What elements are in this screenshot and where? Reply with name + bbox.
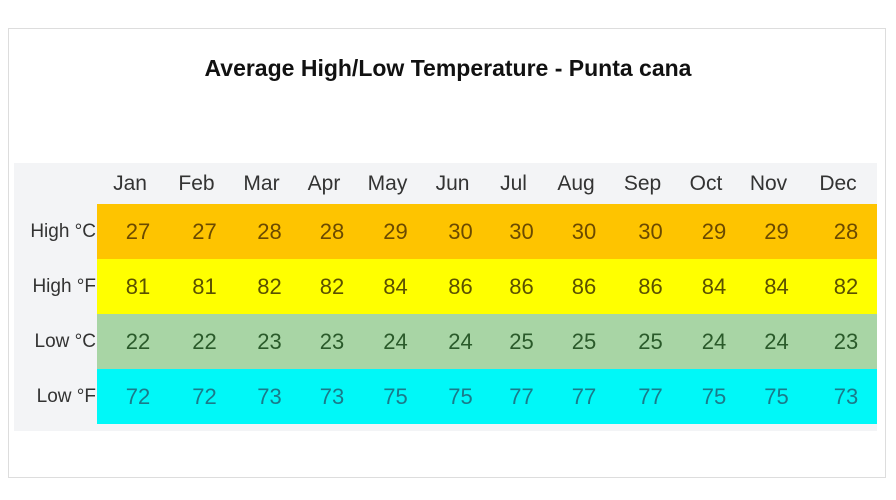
- value-cell: 23: [257, 329, 282, 354]
- value-cell: 75: [448, 384, 473, 409]
- row-label: High °C: [30, 221, 96, 242]
- value-cell: 84: [383, 274, 408, 299]
- value-cell: 22: [125, 329, 151, 354]
- row-band: [97, 369, 877, 424]
- value-cell: 84: [701, 274, 727, 299]
- value-cell: 73: [257, 384, 282, 409]
- value-cell: 27: [192, 219, 217, 244]
- value-cell: 23: [319, 329, 345, 354]
- value-cell: 77: [571, 384, 597, 409]
- row-band: [97, 314, 877, 369]
- row-band: [97, 204, 877, 259]
- row-label: High °F: [32, 276, 96, 297]
- table-row: Low °C 22 22 23 23 24 24 25 25 25 24 24 23: [14, 314, 877, 369]
- value-cell: 82: [257, 274, 282, 299]
- value-cell: 25: [638, 329, 663, 354]
- value-cell: 82: [833, 274, 859, 299]
- value-cell: 73: [319, 384, 345, 409]
- table-row: High °C 27 27 28 28 29 30 30 30 30 29 29 28: [14, 204, 877, 259]
- column-header: Jul: [500, 172, 527, 195]
- column-header: May: [367, 172, 408, 195]
- value-cell: 30: [638, 219, 663, 244]
- value-cell: 24: [701, 329, 727, 354]
- value-cell: 24: [448, 329, 473, 354]
- column-header: Jun: [435, 172, 470, 195]
- column-header: Aug: [557, 172, 595, 195]
- value-cell: 22: [192, 329, 217, 354]
- value-cell: 77: [638, 384, 663, 409]
- column-header: Dec: [819, 172, 857, 195]
- table-row: Low °F 72 72 73 73 75 75 77 77 77 75 75 73: [14, 369, 877, 424]
- value-cell: 23: [833, 329, 859, 354]
- value-cell: 24: [383, 329, 408, 354]
- value-cell: 28: [257, 219, 282, 244]
- column-header: Mar: [243, 172, 280, 195]
- value-cell: 72: [192, 384, 217, 409]
- value-cell: 75: [701, 384, 727, 409]
- value-cell: 30: [571, 219, 597, 244]
- value-cell: 82: [319, 274, 345, 299]
- value-cell: 28: [833, 219, 859, 244]
- column-header: Feb: [178, 172, 215, 195]
- value-cell: 28: [319, 219, 345, 244]
- column-header: Apr: [307, 172, 341, 195]
- row-label: Low °F: [36, 386, 96, 407]
- value-cell: 86: [448, 274, 473, 299]
- value-cell: 81: [125, 274, 151, 299]
- chart-title: Average High/Low Temperature - Punta can…: [204, 55, 692, 81]
- value-cell: 81: [192, 274, 217, 299]
- value-cell: 72: [125, 384, 151, 409]
- row-band: [97, 259, 877, 314]
- value-cell: 75: [764, 384, 789, 409]
- column-header: Nov: [749, 172, 788, 195]
- column-header: Jan: [113, 172, 147, 195]
- table-row: High °F 81 81 82 82 84 86 86 86 86 84 84 82: [14, 259, 877, 314]
- value-cell: 86: [571, 274, 597, 299]
- value-cell: 77: [509, 384, 534, 409]
- value-cell: 25: [509, 329, 534, 354]
- value-cell: 30: [448, 219, 473, 244]
- row-label: Low °C: [34, 331, 96, 352]
- value-cell: 29: [383, 219, 408, 244]
- value-cell: 24: [764, 329, 789, 354]
- value-cell: 86: [509, 274, 534, 299]
- value-cell: 29: [701, 219, 727, 244]
- value-cell: 29: [764, 219, 789, 244]
- value-cell: 73: [833, 384, 859, 409]
- value-cell: 30: [509, 219, 534, 244]
- value-cell: 27: [125, 219, 151, 244]
- column-header: Sep: [623, 172, 662, 195]
- column-header: Oct: [689, 172, 723, 195]
- value-cell: 86: [638, 274, 663, 299]
- chart-frame: [8, 28, 886, 478]
- value-cell: 25: [571, 329, 597, 354]
- value-cell: 84: [764, 274, 789, 299]
- value-cell: 75: [383, 384, 408, 409]
